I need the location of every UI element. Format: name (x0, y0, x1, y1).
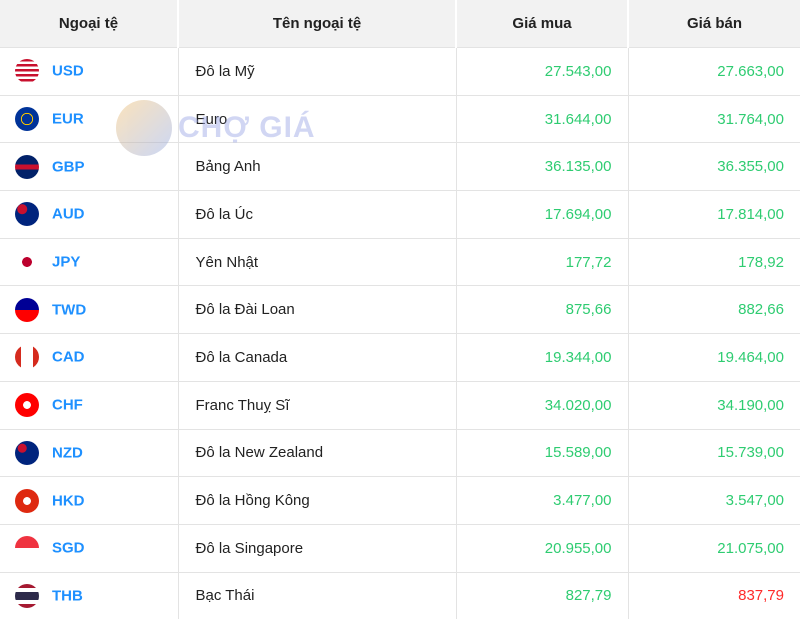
sell-price: 31.764,00 (628, 94, 800, 143)
currency-code-link[interactable]: TWD (52, 301, 87, 319)
ch-flag-icon (15, 393, 39, 418)
sell-price: 19.464,00 (628, 333, 800, 382)
sell-price: 15.739,00 (628, 428, 800, 477)
table-row: NZD Đô la New Zealand 15.589,00 15.739,0… (0, 428, 800, 477)
table-row: JPY Yên Nhật 177,72 178,92 (0, 237, 800, 286)
sell-price: 36.355,00 (628, 142, 800, 191)
sell-price: 21.075,00 (628, 523, 800, 573)
currency-name: Đô la Canada (178, 333, 457, 382)
currency-code-cell: SGD (0, 523, 179, 573)
currency-code-link[interactable]: USD (52, 62, 84, 80)
currency-name: Đô la Singapore (178, 523, 457, 573)
currency-code-link[interactable]: GBP (52, 158, 85, 176)
currency-code-link[interactable]: CAD (52, 348, 85, 366)
currency-name: Bạc Thái (178, 571, 457, 619)
currency-code-link[interactable]: NZD (52, 444, 83, 462)
currency-code-cell: CAD (0, 333, 179, 382)
buy-price: 827,79 (456, 571, 629, 619)
sg-flag-icon (15, 536, 39, 561)
table-row: CHF Franc Thuỵ Sĩ 34.020,00 34.190,00 (0, 380, 800, 429)
currency-name: Đô la Mỹ (178, 47, 457, 96)
buy-price: 17.694,00 (456, 190, 629, 239)
currency-code-link[interactable]: JPY (52, 253, 81, 271)
currency-code-cell: HKD (0, 476, 179, 525)
currency-code-cell: AUD (0, 190, 179, 239)
nz-flag-icon (15, 440, 39, 465)
sell-price: 178,92 (628, 237, 800, 286)
tw-flag-icon (15, 297, 39, 322)
table-row: USD Đô la Mỹ 27.543,00 27.663,00 (0, 47, 800, 96)
sell-price: 882,66 (628, 285, 800, 334)
currency-code-cell: JPY (0, 237, 179, 286)
currency-code-link[interactable]: AUD (52, 205, 85, 223)
buy-price: 31.644,00 (456, 94, 629, 143)
sell-price: 837,79 (628, 571, 800, 619)
header-sell[interactable]: Giá bán (628, 0, 800, 48)
hk-flag-icon (15, 488, 39, 513)
buy-price: 875,66 (456, 285, 629, 334)
table-row: AUD Đô la Úc 17.694,00 17.814,00 (0, 190, 800, 239)
currency-name: Bảng Anh (178, 142, 457, 191)
au-flag-icon (15, 202, 39, 227)
header-name[interactable]: Tên ngoại tệ (178, 0, 457, 48)
currency-code-cell: NZD (0, 428, 179, 477)
table-row: TWD Đô la Đài Loan 875,66 882,66 (0, 285, 800, 334)
buy-price: 20.955,00 (456, 523, 629, 573)
currency-code-cell: CHF (0, 380, 179, 429)
currency-code-cell: GBP (0, 142, 179, 191)
buy-price: 36.135,00 (456, 142, 629, 191)
currency-code-cell: TWD (0, 285, 179, 334)
buy-price: 19.344,00 (456, 333, 629, 382)
jp-flag-icon (15, 250, 39, 275)
currency-name: Franc Thuỵ Sĩ (178, 380, 457, 429)
buy-price: 3.477,00 (456, 476, 629, 525)
table-row: THB Bạc Thái 827,79 837,79 (0, 571, 800, 619)
buy-price: 177,72 (456, 237, 629, 286)
currency-name: Đô la New Zealand (178, 428, 457, 477)
currency-name: Yên Nhật (178, 237, 457, 286)
table-row: GBP Bảng Anh 36.135,00 36.355,00 (0, 142, 800, 191)
eu-flag-icon (15, 107, 39, 132)
currency-code-cell: THB (0, 571, 179, 619)
table-row: CAD Đô la Canada 19.344,00 19.464,00 (0, 333, 800, 382)
currency-code-link[interactable]: CHF (52, 396, 83, 414)
currency-code-link[interactable]: EUR (52, 110, 84, 128)
sell-price: 17.814,00 (628, 190, 800, 239)
currency-code-link[interactable]: THB (52, 587, 83, 605)
currency-name: Đô la Úc (178, 190, 457, 239)
sell-price: 3.547,00 (628, 476, 800, 525)
currency-code-link[interactable]: SGD (52, 539, 85, 557)
buy-price: 34.020,00 (456, 380, 629, 429)
table-row: EUR Euro 31.644,00 31.764,00 (0, 94, 800, 143)
currency-name: Euro (178, 94, 457, 143)
us-flag-icon (15, 59, 39, 84)
currency-name: Đô la Hồng Kông (178, 476, 457, 525)
table-header: Ngoại tệ Tên ngoại tệ Giá mua Giá bán (0, 0, 800, 48)
ca-flag-icon (15, 345, 39, 370)
th-flag-icon (15, 583, 39, 608)
sell-price: 34.190,00 (628, 380, 800, 429)
uk-flag-icon (15, 154, 39, 179)
currency-code-link[interactable]: HKD (52, 492, 85, 510)
table-row: SGD Đô la Singapore 20.955,00 21.075,00 (0, 523, 800, 573)
buy-price: 15.589,00 (456, 428, 629, 477)
header-code[interactable]: Ngoại tệ (0, 0, 179, 48)
currency-code-cell: EUR (0, 94, 179, 143)
currency-name: Đô la Đài Loan (178, 285, 457, 334)
sell-price: 27.663,00 (628, 47, 800, 96)
currency-code-cell: USD (0, 47, 179, 96)
table-row: HKD Đô la Hồng Kông 3.477,00 3.547,00 (0, 476, 800, 525)
header-buy[interactable]: Giá mua (456, 0, 629, 48)
buy-price: 27.543,00 (456, 47, 629, 96)
